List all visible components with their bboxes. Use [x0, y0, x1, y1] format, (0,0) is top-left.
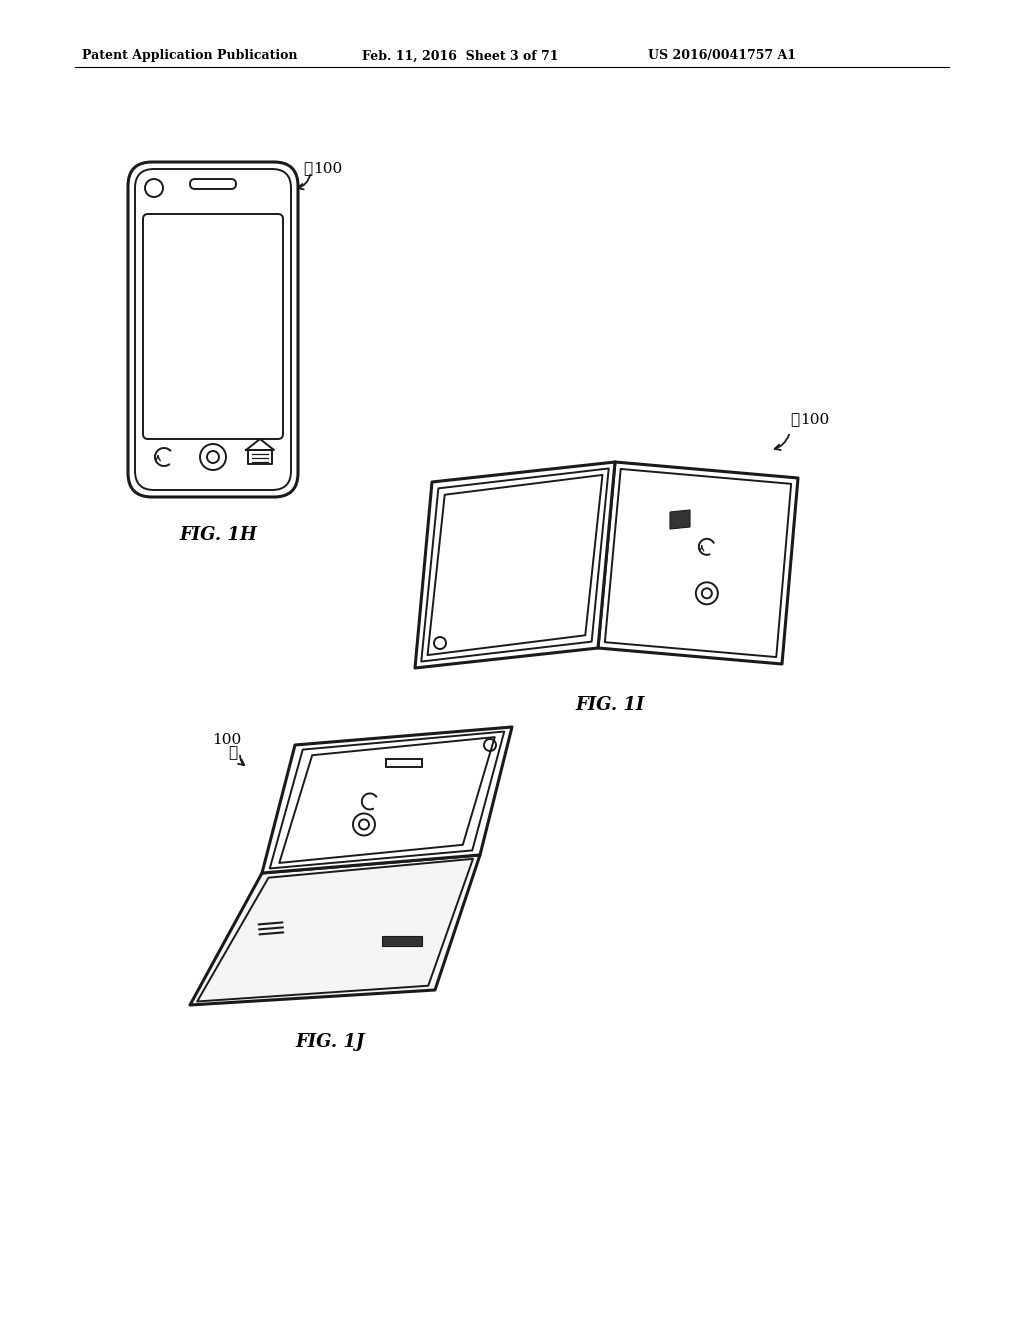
- Text: FIG. 1H: FIG. 1H: [179, 525, 257, 544]
- Polygon shape: [382, 936, 422, 945]
- Polygon shape: [598, 462, 798, 664]
- Text: ⸚: ⸚: [790, 413, 799, 426]
- FancyBboxPatch shape: [128, 162, 298, 498]
- Polygon shape: [385, 759, 422, 767]
- Text: Feb. 11, 2016  Sheet 3 of 71: Feb. 11, 2016 Sheet 3 of 71: [362, 49, 558, 62]
- Text: ⸚: ⸚: [303, 162, 312, 176]
- Text: 100: 100: [800, 413, 829, 426]
- Text: 100: 100: [313, 162, 342, 176]
- Polygon shape: [262, 727, 512, 873]
- Text: US 2016/0041757 A1: US 2016/0041757 A1: [648, 49, 796, 62]
- Text: 100: 100: [212, 733, 242, 747]
- Polygon shape: [415, 462, 615, 668]
- FancyBboxPatch shape: [135, 169, 291, 490]
- Text: ⸚: ⸚: [228, 746, 238, 760]
- Text: FIG. 1I: FIG. 1I: [575, 696, 645, 714]
- Text: Patent Application Publication: Patent Application Publication: [82, 49, 298, 62]
- Polygon shape: [190, 855, 480, 1005]
- Polygon shape: [428, 475, 602, 655]
- FancyBboxPatch shape: [190, 180, 236, 189]
- FancyBboxPatch shape: [143, 214, 283, 440]
- Polygon shape: [280, 737, 495, 863]
- Text: FIG. 1J: FIG. 1J: [295, 1034, 365, 1051]
- Polygon shape: [670, 510, 690, 529]
